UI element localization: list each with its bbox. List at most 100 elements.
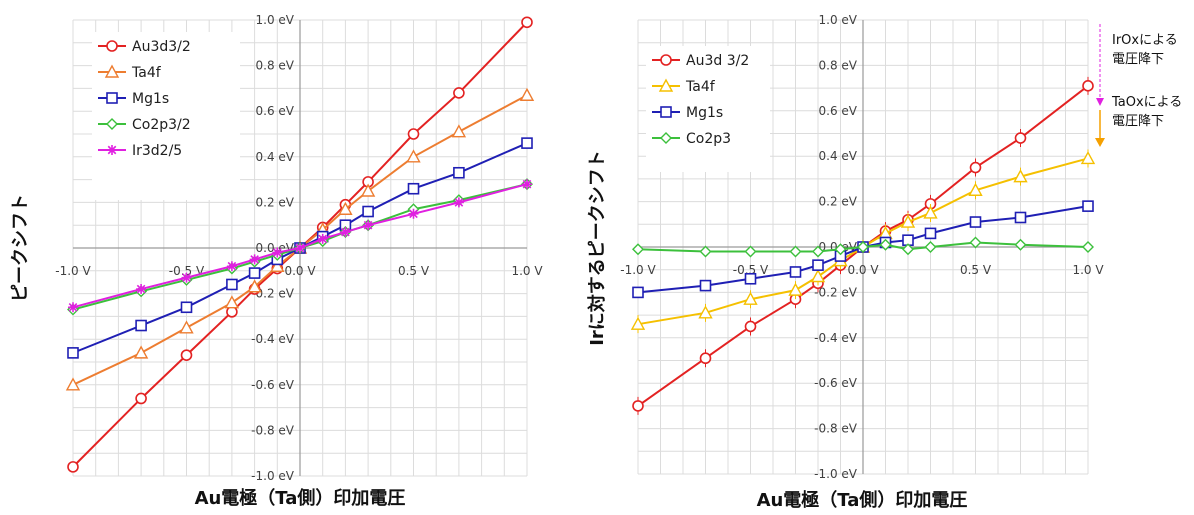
chart-1-legend: Au3d3/2 Ta4f Mg1s Co2p3/2 Ir3d2/5 (92, 32, 240, 200)
data-point (857, 241, 869, 253)
x-tick-label: 0.5 V (398, 264, 430, 278)
y-tick-label: 0.2 eV (819, 195, 858, 209)
y-tick-label: 0.6 eV (256, 104, 295, 118)
x-tick-label: 0.5 V (960, 263, 992, 277)
data-point (969, 216, 982, 228)
data-point (630, 316, 646, 330)
data-point (812, 245, 824, 258)
data-point (181, 272, 192, 283)
y-tick-label: -0.6 eV (814, 376, 858, 390)
data-point (699, 245, 712, 258)
data-point (924, 241, 937, 253)
chart-2-y-axis-label: Irに対するピークシフト (586, 150, 608, 346)
data-point (1082, 241, 1094, 253)
data-point (900, 214, 916, 228)
data-point (743, 291, 758, 305)
data-point (699, 279, 712, 292)
annotation-taox-1: TaOxによる (1111, 95, 1182, 110)
irox-arrow-head (1096, 98, 1104, 106)
data-point (136, 284, 147, 295)
data-point (249, 254, 260, 265)
data-point (67, 347, 79, 359)
data-point (810, 269, 826, 283)
data-point (632, 400, 644, 412)
y-tick-label: 1.0 eV (256, 13, 295, 27)
data-point (699, 352, 712, 365)
data-point (812, 259, 824, 271)
chart-2-x-axis-label: Au電極（Ta側）印加電圧 (757, 489, 968, 511)
data-point (180, 301, 193, 314)
data-point (407, 182, 420, 195)
data-point (1082, 200, 1094, 212)
data-point (226, 261, 237, 272)
data-point (362, 205, 374, 218)
y-tick-label: 0.6 eV (819, 104, 858, 118)
data-point (834, 243, 847, 256)
data-point (789, 245, 802, 258)
data-point (1082, 80, 1094, 92)
data-point (924, 227, 937, 240)
legend-box (92, 32, 240, 200)
data-point (521, 137, 533, 149)
legend-entry: Au3d 3/2 (686, 53, 749, 69)
data-point (338, 201, 353, 215)
data-point (1080, 151, 1096, 165)
legend-entry: Mg1s (132, 91, 169, 107)
data-point (632, 286, 644, 299)
data-point (923, 205, 938, 219)
chart-1-x-axis-label: Au電極（Ta側）印加電圧 (195, 487, 406, 509)
chart-1: 1.0 eV0.8 eV0.6 eV0.4 eV0.2 eV0.0 eV-0.2… (10, 13, 543, 509)
x-tick-label: 1.0 V (1072, 263, 1104, 277)
data-point (226, 278, 238, 291)
data-point (879, 238, 892, 251)
legend-swatch-marker (106, 40, 118, 52)
data-point (789, 266, 802, 278)
data-point (272, 247, 283, 258)
legend-swatch-marker (660, 54, 672, 66)
data-point (247, 279, 262, 293)
legend-entry: Co2p3 (686, 131, 731, 147)
data-point (969, 161, 982, 174)
y-tick-label: 0.8 eV (819, 58, 858, 72)
legend-swatch-marker (106, 118, 118, 130)
data-point (453, 197, 464, 208)
data-point (902, 243, 914, 256)
data-point (67, 461, 79, 473)
data-point (406, 149, 421, 163)
chart-2: 1.0 eV0.8 eV0.6 eV0.4 eV0.2 eV0.0 eV-0.2… (586, 13, 1182, 511)
y-tick-label: -0.2 eV (251, 287, 295, 301)
annotation-irox-2: 電圧降下 (1112, 52, 1164, 67)
data-point (68, 302, 78, 313)
legend-entry: Ta4f (685, 79, 716, 95)
legend-swatch-marker (107, 145, 117, 155)
y-tick-label: 0.8 eV (256, 59, 295, 73)
y-tick-label: -0.4 eV (814, 331, 858, 345)
data-point (363, 220, 374, 231)
y-tick-label: -0.2 eV (814, 285, 858, 299)
data-point (407, 128, 420, 140)
x-tick-label: -0.5 V (733, 263, 769, 277)
legend-entry: Au3d3/2 (132, 39, 191, 55)
data-point (788, 282, 803, 296)
data-point (632, 243, 644, 256)
y-tick-label: -0.8 eV (814, 422, 858, 436)
x-tick-label: -1.0 V (620, 263, 656, 277)
data-point (248, 267, 261, 279)
data-point (295, 243, 305, 253)
legend-entry: Mg1s (686, 105, 723, 121)
taox-arrow-head (1095, 138, 1105, 147)
legend-entry: Co2p3/2 (132, 117, 191, 133)
legend-entry: Ta4f (131, 65, 162, 81)
data-point (698, 305, 713, 319)
data-point (519, 87, 535, 101)
data-point (135, 392, 147, 405)
annotation-taox-2: 電圧降下 (1112, 114, 1164, 129)
legend-swatch-marker (658, 78, 674, 92)
chart-1-y-axis-label: ピークシフト (10, 194, 31, 302)
data-point (1014, 211, 1027, 224)
series-Ir3d2/5 (68, 179, 532, 313)
data-point (1013, 169, 1028, 183)
legend-swatch-marker (106, 92, 118, 104)
